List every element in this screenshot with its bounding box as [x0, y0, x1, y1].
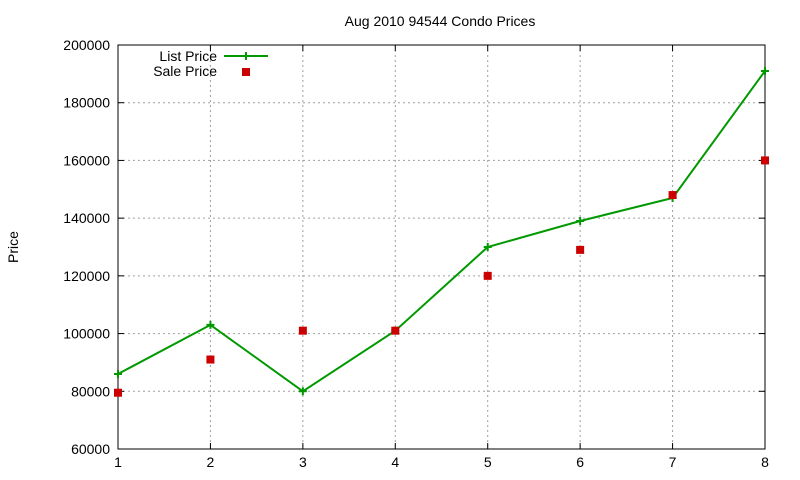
x-tick-label: 8 — [761, 454, 769, 470]
list-price-point — [298, 387, 307, 396]
legend-marker-list-price — [242, 52, 250, 60]
axes-ticks: 60000 80000 100000 120000 140000 160000 180000… — [63, 37, 769, 470]
y-tick-label: 120000 — [63, 268, 110, 284]
y-tick-label: 200000 — [63, 37, 110, 53]
sale-price-point — [576, 245, 585, 254]
x-tick-label: 3 — [299, 454, 307, 470]
y-tick-label: 160000 — [63, 152, 110, 168]
sale-price-point — [298, 326, 307, 335]
list-price-line — [117, 70, 766, 393]
sale-price-point — [391, 326, 400, 335]
y-tick-label: 60000 — [71, 441, 110, 457]
y-tick-label: 80000 — [71, 383, 110, 399]
y-tick-label: 180000 — [63, 95, 110, 111]
x-tick-label: 5 — [484, 454, 492, 470]
x-tick-label: 7 — [669, 454, 677, 470]
list-price-point — [576, 217, 585, 226]
x-tick-label: 2 — [207, 454, 215, 470]
series-0 — [114, 66, 769, 396]
sale-price-point — [483, 271, 492, 280]
y-axis-label: Price — [5, 231, 21, 263]
plot-frame — [117, 44, 766, 450]
legend-marker-sale-price — [242, 68, 250, 76]
legend-label-list-price: List Price — [159, 48, 217, 64]
x-tick-label: 4 — [391, 454, 399, 470]
list-price-point — [114, 369, 122, 378]
list-price-point — [761, 66, 769, 75]
sale-price-point — [206, 355, 215, 364]
series — [114, 66, 769, 397]
sale-price-point — [114, 388, 122, 397]
list-price-point — [206, 320, 215, 329]
x-tick-label: 6 — [576, 454, 584, 470]
legend-label-sale-price: Sale Price — [153, 63, 217, 79]
chart-title: Aug 2010 94544 Condo Prices — [345, 13, 536, 29]
x-tick-label: 1 — [114, 454, 122, 470]
series-1 — [114, 156, 769, 397]
y-tick-label: 100000 — [63, 326, 110, 342]
sale-price-point — [668, 191, 677, 200]
sale-price-point — [761, 156, 769, 165]
legend: List Price Sale Price — [153, 48, 268, 79]
y-tick-label: 140000 — [63, 210, 110, 226]
list-price-point — [483, 243, 492, 251]
grid — [118, 45, 765, 449]
